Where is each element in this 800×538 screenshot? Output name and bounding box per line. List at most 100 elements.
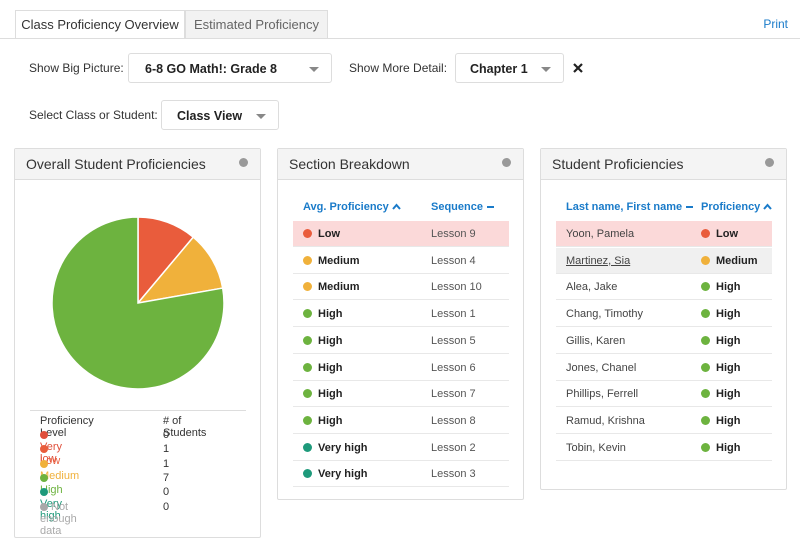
dropdown-value: 6-8 GO Math!: Grade 8	[145, 62, 277, 76]
proficiency-text: High	[318, 308, 343, 321]
proficiency-cell: High	[303, 328, 342, 354]
status-dot	[303, 442, 312, 452]
proficiency-text: Medium	[318, 254, 360, 267]
proficiency-text: Very high	[318, 441, 368, 454]
legend-label: Medium	[40, 469, 80, 482]
dropdown[interactable]: Chapter 1	[455, 53, 564, 83]
table-row[interactable]: Yoon, Pamela Low	[556, 221, 772, 247]
info-icon[interactable]	[239, 158, 248, 167]
proficiency-text: High	[318, 334, 343, 347]
proficiency-cell: High	[701, 408, 740, 434]
header-text: Sequence	[431, 201, 483, 213]
legend-item: Not enough data	[40, 501, 77, 537]
table-row[interactable]: Martinez, Sia Medium	[556, 247, 772, 274]
legend-dot	[40, 473, 48, 482]
table-row[interactable]: Alea, Jake High	[556, 274, 772, 301]
proficiency-text: Medium	[716, 254, 758, 267]
dropdown[interactable]: 6-8 GO Math!: Grade 8	[128, 53, 332, 83]
panel: Overall Student Proficiencies	[14, 148, 261, 538]
proficiency-cell: High	[303, 408, 342, 434]
proficiency-cell: Low	[303, 221, 340, 247]
sort-icon	[487, 206, 495, 208]
table-row[interactable]: Tobin, Kevin High	[556, 435, 772, 461]
sort-icon	[392, 203, 401, 210]
sort-header[interactable]: Sequence	[431, 201, 495, 213]
sequence-cell: Lesson 8	[431, 414, 476, 427]
table-row[interactable]: Gillis, Karen High	[556, 328, 772, 354]
sort-header[interactable]: Avg. Proficiency	[303, 201, 401, 213]
panel: Student Proficiencies	[540, 148, 787, 490]
table-row: Low Lesson 9	[293, 221, 509, 247]
proficiency-text: High	[716, 308, 741, 321]
proficiency-text: High	[318, 414, 343, 427]
sort-icon	[686, 206, 694, 208]
legend-header: # of Students	[163, 415, 207, 439]
proficiency-cell: High	[701, 381, 740, 407]
print-link[interactable]: Print	[763, 17, 788, 31]
table-row: High Lesson 5	[293, 328, 509, 354]
student-name: Phillips, Ferrell	[566, 388, 639, 401]
student-name: Jones, Chanel	[566, 361, 637, 374]
status-dot	[701, 362, 710, 372]
legend-count: 1	[163, 443, 170, 456]
student-name: Yoon, Pamela	[566, 228, 635, 240]
table-row[interactable]: Jones, Chanel High	[556, 355, 772, 381]
proficiency-cell: High	[701, 435, 740, 461]
clear-icon[interactable]	[573, 63, 583, 73]
dropdown[interactable]: Class View	[161, 100, 279, 130]
table-row: Medium Lesson 10	[293, 274, 509, 301]
sequence-cell: Lesson 10	[431, 281, 482, 294]
table-row: High Lesson 1	[293, 301, 509, 328]
sequence-cell: Lesson 2	[431, 441, 476, 454]
proficiency-text: High	[716, 414, 741, 427]
status-dot	[303, 469, 312, 479]
panel-title: Student Proficiencies	[552, 156, 684, 172]
legend-rule	[30, 410, 246, 411]
filter-label: Show More Detail:	[349, 61, 448, 75]
proficiency-cell: High	[303, 381, 342, 407]
table-row[interactable]: Chang, Timothy High	[556, 301, 772, 328]
tab[interactable]: Class Proficiency Overview	[15, 10, 185, 39]
table-row[interactable]: Ramud, Krishna High	[556, 408, 772, 434]
proficiency-cell: High	[701, 355, 740, 381]
sort-header[interactable]: Last name, First name	[566, 201, 694, 213]
sequence-cell: Lesson 1	[431, 308, 476, 321]
student-name: Chang, Timothy	[566, 308, 644, 321]
table-row: Very high Lesson 2	[293, 435, 509, 461]
proficiency-text: High	[716, 361, 741, 374]
proficiency-cell: Low	[701, 221, 738, 247]
proficiency-cell: High	[701, 274, 740, 300]
table-row: Very high Lesson 3	[293, 461, 509, 488]
status-dot	[303, 282, 312, 292]
panel-header: Overall Student Proficiencies	[15, 149, 260, 180]
panel-title: Section Breakdown	[289, 156, 410, 172]
proficiency-text: High	[318, 388, 343, 401]
table-row[interactable]: Phillips, Ferrell High	[556, 381, 772, 408]
panel-title: Overall Student Proficiencies	[26, 156, 206, 172]
sequence-cell: Lesson 7	[431, 388, 476, 401]
student-name: Ramud, Krishna	[566, 414, 645, 427]
proficiency-text: High	[716, 334, 741, 347]
status-dot	[303, 309, 312, 319]
proficiency-cell: Medium	[303, 274, 360, 300]
proficiency-cell: Medium	[701, 248, 758, 274]
header-text: Avg. Proficiency	[303, 201, 389, 213]
status-dot	[303, 415, 312, 425]
info-icon[interactable]	[502, 158, 511, 167]
proficiency-text: High	[716, 441, 741, 454]
legend-dot	[40, 488, 48, 497]
sort-header[interactable]: Proficiency	[701, 201, 773, 213]
panel-header: Student Proficiencies	[541, 149, 786, 180]
status-dot	[701, 229, 710, 238]
sequence-cell: Lesson 5	[431, 334, 476, 347]
status-dot	[303, 335, 312, 345]
status-dot	[303, 255, 312, 265]
legend-count: 0	[163, 429, 170, 441]
status-dot	[303, 229, 312, 238]
sort-icon	[763, 203, 773, 210]
filter-label: Show Big Picture:	[29, 61, 124, 75]
legend-count: 0	[163, 486, 170, 499]
info-icon[interactable]	[765, 158, 774, 167]
status-dot	[701, 415, 710, 425]
tab[interactable]: Estimated Proficiency	[185, 10, 328, 38]
